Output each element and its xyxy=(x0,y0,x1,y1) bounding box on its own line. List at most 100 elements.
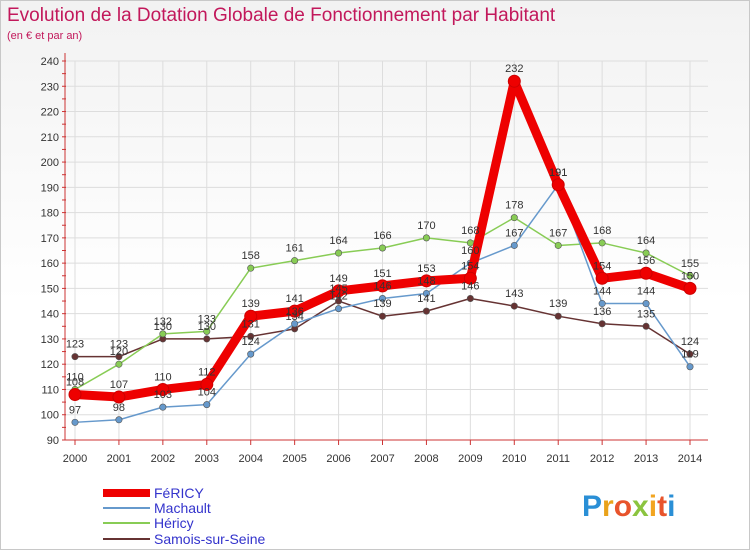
x-tick-label-2008: 2008 xyxy=(414,453,438,465)
y-tick-label-230: 230 xyxy=(41,81,59,93)
series-3-data-label: 141 xyxy=(417,293,435,305)
series-3-data-label: 130 xyxy=(198,321,216,333)
series-0-data-label: 112 xyxy=(198,366,216,378)
chart-title: Evolution de la Dotation Globale de Fonc… xyxy=(7,5,556,26)
series-3-data-label: 134 xyxy=(285,311,303,323)
y-tick-label-130: 130 xyxy=(41,334,59,346)
series-0-point xyxy=(332,284,346,298)
series-3-point xyxy=(554,312,562,320)
series-1-point xyxy=(203,401,211,409)
series-2-data-label: 120 xyxy=(110,346,128,358)
series-1-point xyxy=(71,418,79,426)
series-0-point xyxy=(68,388,82,402)
y-tick-label-160: 160 xyxy=(41,258,59,270)
legend-label-3: Samois-sur-Seine xyxy=(154,531,265,547)
series-2-point xyxy=(115,360,123,368)
series-3-point xyxy=(598,320,606,328)
series-0-data-label: 232 xyxy=(505,63,523,75)
series-3-data-label: 130 xyxy=(154,321,172,333)
y-tick-label-210: 210 xyxy=(41,132,59,144)
y-tick-label-140: 140 xyxy=(41,309,59,321)
y-tick-label-200: 200 xyxy=(41,157,59,169)
series-2-data-label: 168 xyxy=(461,225,479,237)
series-0-data-label: 108 xyxy=(66,377,84,389)
series-2-data-label: 168 xyxy=(593,225,611,237)
series-3-point xyxy=(378,312,386,320)
series-3-point xyxy=(422,307,430,315)
series-1-point xyxy=(247,350,255,358)
series-1-point xyxy=(378,295,386,303)
series-0-data-label: 149 xyxy=(329,273,347,285)
series-0-data-label: 154 xyxy=(461,260,479,272)
series-1-point xyxy=(686,363,694,371)
series-3-point xyxy=(115,353,123,361)
x-tick-label-2002: 2002 xyxy=(151,453,175,465)
series-0-data-label: 150 xyxy=(681,270,699,282)
series-3-point xyxy=(510,302,518,310)
series-2-point xyxy=(203,327,211,335)
series-2-data-label: 178 xyxy=(505,200,523,212)
series-1-data-label: 160 xyxy=(461,245,479,257)
logo-text: Proxiti xyxy=(582,490,675,523)
series-0-data-label: 110 xyxy=(154,371,172,383)
series-3-data-label: 136 xyxy=(593,306,611,318)
series-0-point xyxy=(683,281,697,295)
series-1-data-label: 104 xyxy=(198,387,216,399)
x-tick-label-2005: 2005 xyxy=(282,453,306,465)
series-0-data-label: 141 xyxy=(285,293,303,305)
series-0-point xyxy=(244,309,258,323)
y-tick-label-170: 170 xyxy=(41,233,59,245)
y-tick-label-190: 190 xyxy=(41,182,59,194)
series-0-point xyxy=(288,304,302,318)
logo-letter: x xyxy=(632,490,649,523)
series-1-point xyxy=(159,403,167,411)
series-2-point xyxy=(335,249,343,257)
logo-letter: i xyxy=(667,490,675,523)
series-1-data-label: 167 xyxy=(505,227,523,239)
legend-label-2: Héricy xyxy=(154,515,194,531)
series-2-data-label: 155 xyxy=(681,258,699,270)
series-0-point xyxy=(376,279,389,293)
logo-letter: t xyxy=(657,490,667,523)
series-0-point xyxy=(419,274,433,288)
series-3-data-label: 139 xyxy=(373,298,391,310)
series-2-point xyxy=(686,272,694,280)
series-1-data-label: 191 xyxy=(549,167,567,179)
x-tick-label-2013: 2013 xyxy=(634,453,658,465)
y-tick-label-150: 150 xyxy=(41,283,59,295)
series-3-data-label: 139 xyxy=(549,298,567,310)
series-1-data-label: 124 xyxy=(242,336,260,348)
y-tick-label-220: 220 xyxy=(41,107,59,119)
series-2-data-label: 164 xyxy=(329,235,347,247)
series-2-data-label: 133 xyxy=(198,313,216,325)
series-1-point xyxy=(598,300,606,308)
logo-letter: o xyxy=(614,490,632,523)
series-0-point xyxy=(200,377,214,391)
series-3-point xyxy=(466,295,474,303)
series-2-data-label: 110 xyxy=(66,371,84,383)
x-tick-label-2007: 2007 xyxy=(370,453,394,465)
series-3-point xyxy=(642,322,650,330)
series-3-point xyxy=(247,332,255,340)
series-1-point xyxy=(335,305,343,313)
series-2-data-label: 166 xyxy=(373,230,391,242)
x-tick-label-2001: 2001 xyxy=(107,453,131,465)
axes: 90 100 110 120 130 140 150 160 170 180 190 200 210 22… xyxy=(41,53,708,465)
x-tick-label-2003: 2003 xyxy=(195,453,219,465)
series-0-point xyxy=(595,271,609,285)
series-3-point xyxy=(686,350,694,358)
series-1-data-label: 144 xyxy=(593,286,611,298)
x-tick-label-2000: 2000 xyxy=(63,453,87,465)
series-1-data-label: 98 xyxy=(113,402,125,414)
series-2-data-label: 170 xyxy=(417,220,435,232)
series-1-point xyxy=(642,300,650,308)
legend-label-1: Machault xyxy=(154,500,211,516)
series-3-data-label: 145 xyxy=(329,283,347,295)
series-3-data-label: 123 xyxy=(66,339,84,351)
series-2-point xyxy=(642,249,650,257)
proxiti-logo: Proxiti xyxy=(582,490,675,523)
series-2-data-label: 164 xyxy=(637,235,655,247)
series-1-data-label: 136 xyxy=(285,306,303,318)
